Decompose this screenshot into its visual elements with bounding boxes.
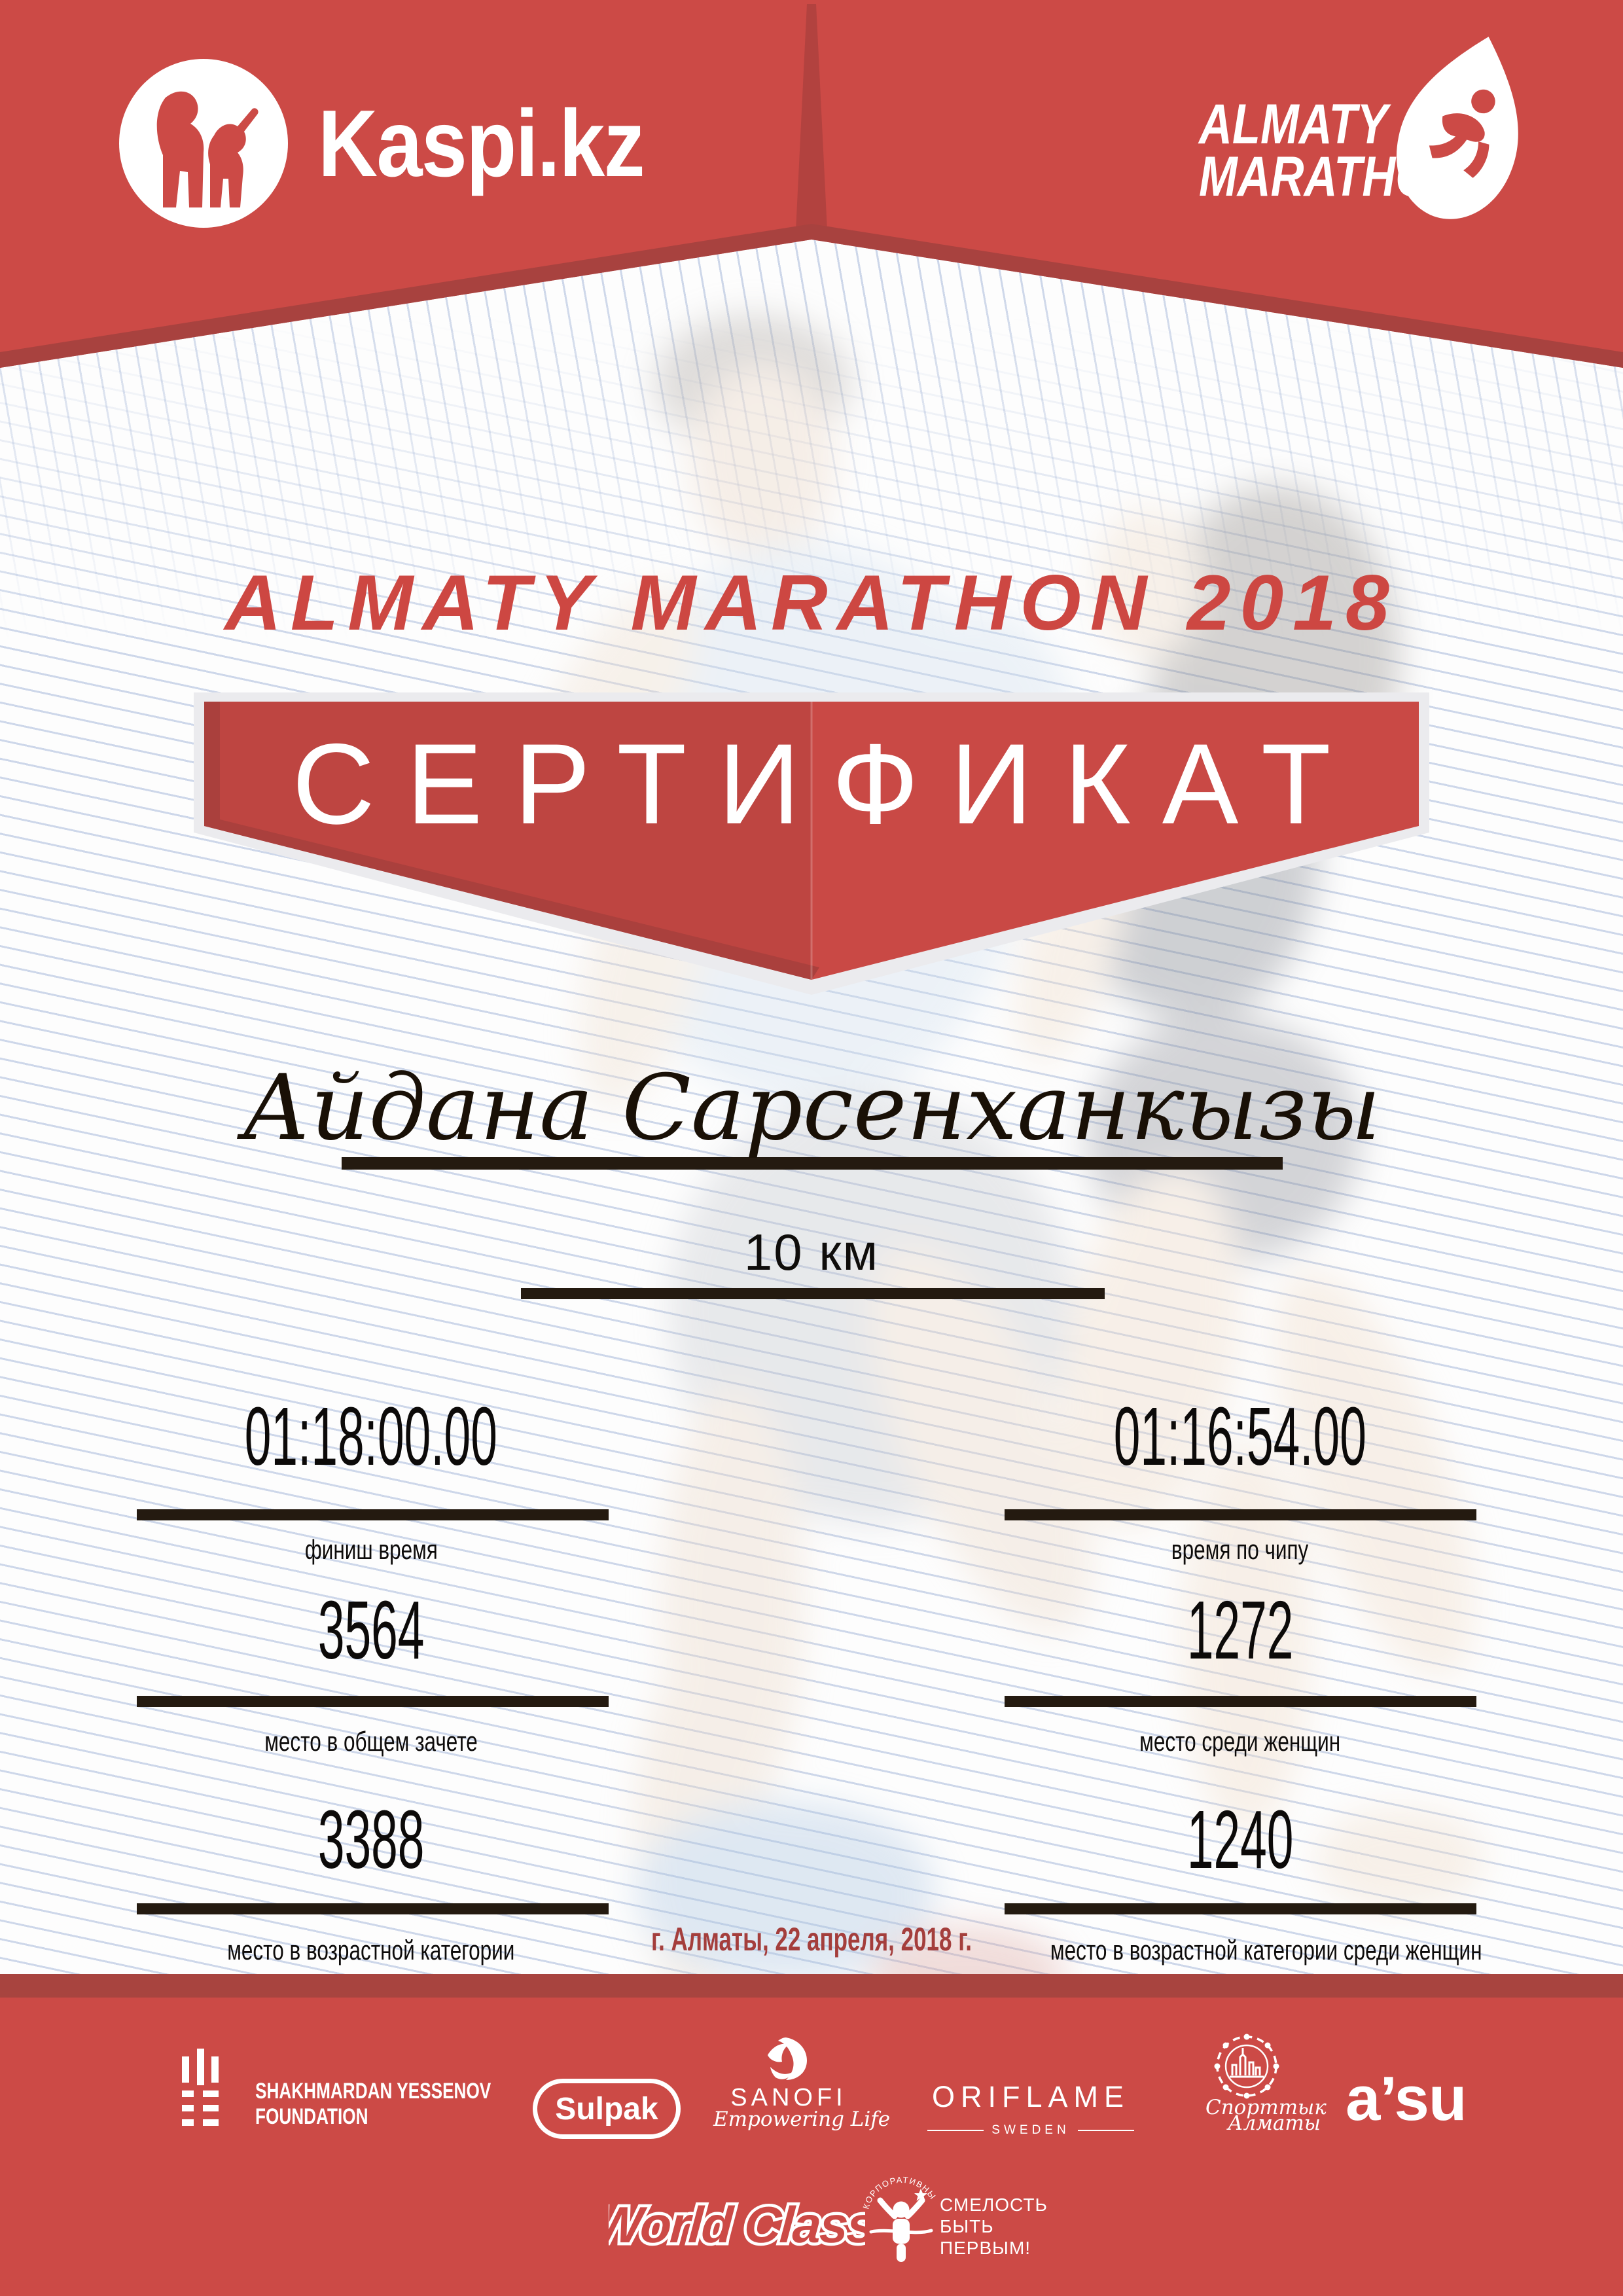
finish-time-value: 01:18:00.00 [244,1390,498,1482]
sanofi-swirl-icon [768,2037,807,2080]
footer-band [0,1998,1623,2296]
sport-almaty-text-line2: Алматы [1228,2111,1321,2135]
name-underline [342,1157,1283,1170]
stat-divider [1005,1696,1476,1707]
women-place-label: место среди женщин [1139,1726,1341,1757]
oriflame-logo: ORIFLAME SWEDEN [916,2080,1145,2138]
svg-text:World Class: World Class [609,2196,865,2253]
stat-divider [1005,1509,1476,1520]
yessenov-foundation-label: SHAKHMARDAN YESSENOV FOUNDATION [255,2079,491,2129]
yessenov-foundation-icon [182,2049,219,2126]
overall-place-value: 3564 [317,1584,425,1676]
stat-divider [137,1509,609,1520]
women-place-value: 1272 [1186,1584,1294,1676]
sulpak-logo: Sulpak [533,2079,681,2139]
sanofi-tagline: Empowering Life [713,2108,891,2131]
sport-almaty-emblem [1214,2034,1279,2099]
kaspi-figures-icon [156,91,259,207]
footer-dark-strip [0,1974,1623,1998]
chip-time-label: время по чипу [1171,1534,1309,1565]
women-age-category-place-value: 1240 [1186,1793,1294,1886]
age-category-place-label: место в возрастной категории [227,1935,515,1965]
certificate-heading: СЕРТИФИКАТ [292,721,1363,848]
stat-divider [137,1696,609,1707]
world-class-logo: World Class [609,2193,865,2257]
corporate-fund-logo: КОРПОРАТИВНЫЙ ФОНД [861,2175,937,2262]
asu-logo: a’su [1346,2064,1467,2134]
distance-value: 10 км [743,1223,880,1281]
sanofi-logo-text: SANOFI [730,2084,847,2111]
event-date: г. Алматы, 22 апреля, 2018 г. [651,1921,972,1958]
women-age-category-place-label: место в возрастной категории среди женщи… [1050,1935,1482,1965]
distance-underline [521,1288,1105,1299]
chip-time-value: 01:16:54.00 [1113,1390,1367,1482]
oriflame-line [927,2130,984,2131]
oriflame-line [1077,2130,1134,2131]
recipient-name: Айдана Сарсенханкызы [242,1055,1381,1160]
almaty-marathon-runner-icon [1396,37,1518,219]
oriflame-sweden: SWEDEN [991,2123,1070,2137]
oriflame-name: ORIFLAME [931,2080,1130,2113]
am-logo-line1: ALMATY [1199,93,1388,156]
stat-divider [1005,1903,1476,1914]
event-title: ALMATY MARATHON 2018 [224,559,1399,647]
overall-place-label: место в общем зачете [264,1726,478,1757]
stat-divider [137,1903,609,1914]
age-category-place-value: 3388 [317,1793,425,1886]
fund-motto: СМЕЛОСТЬ БЫТЬ ПЕРВЫМ! [940,2195,1048,2258]
finish-time-label: финиш время [304,1534,438,1565]
kaspi-logo-icon [119,59,288,228]
kaspi-logo-text: Kaspi.kz [318,90,645,196]
